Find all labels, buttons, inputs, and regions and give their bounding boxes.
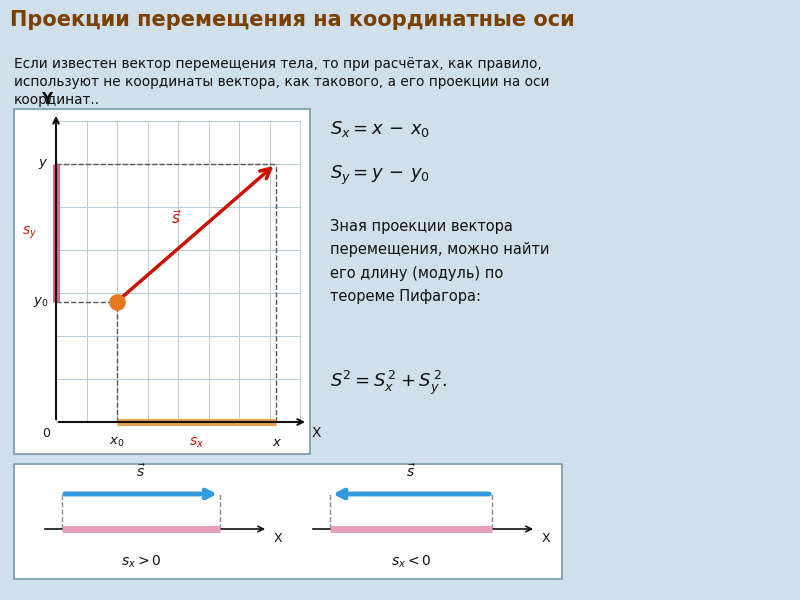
Text: $S_x = x\,-\,x_0$: $S_x = x\,-\,x_0$ [330, 119, 430, 139]
Text: X: X [312, 426, 322, 440]
Text: координат..: координат.. [14, 93, 100, 107]
Text: $S^2 = S_x^{\,2} + S_y^{\,2}.$: $S^2 = S_x^{\,2} + S_y^{\,2}.$ [330, 369, 447, 397]
Text: $S_y = y\,-\,y_0$: $S_y = y\,-\,y_0$ [330, 164, 430, 187]
Text: X: X [542, 532, 550, 545]
Text: $s_y$: $s_y$ [22, 224, 38, 241]
Bar [14, 464, 562, 579]
Text: $x_0$: $x_0$ [110, 436, 125, 449]
Text: $s_x > 0$: $s_x > 0$ [121, 554, 161, 571]
Text: $x$: $x$ [273, 436, 282, 449]
Text: Зная проекции вектора
перемещения, можно найти
его длину (модуль) по
теореме Пиф: Зная проекции вектора перемещения, можно… [330, 219, 550, 304]
Text: $\vec{s}$: $\vec{s}$ [406, 463, 416, 480]
Text: Проекции перемещения на координатные оси: Проекции перемещения на координатные оси [10, 10, 574, 30]
Text: 0: 0 [42, 427, 50, 440]
Text: используют не координаты вектора, как такового, а его проекции на оси: используют не координаты вектора, как та… [14, 75, 550, 89]
Text: $s_x$: $s_x$ [189, 436, 204, 451]
Text: $y$: $y$ [38, 157, 48, 171]
Text: Y: Y [41, 92, 52, 107]
Text: Если известен вектор перемещения тела, то при расчётах, как правило,: Если известен вектор перемещения тела, т… [14, 57, 542, 71]
Text: $y_0$: $y_0$ [33, 295, 48, 308]
Text: $\vec{s}$: $\vec{s}$ [171, 209, 182, 227]
Text: $s_x < 0$: $s_x < 0$ [391, 554, 431, 571]
Bar [14, 109, 310, 454]
Text: X: X [274, 532, 282, 545]
Text: $\vec{s}$: $\vec{s}$ [136, 463, 146, 480]
